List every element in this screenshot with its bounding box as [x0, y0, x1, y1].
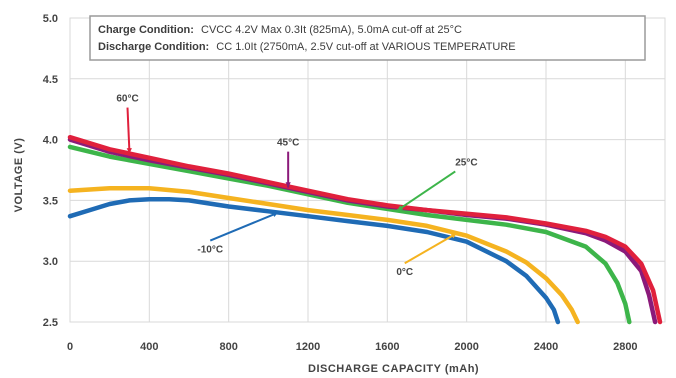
series-label: 0°C: [396, 267, 413, 278]
series-leader-line: [404, 232, 458, 265]
series-label: 25°C: [455, 157, 477, 168]
y-tick-label: 3.5: [43, 195, 58, 207]
x-tick-label: 1200: [296, 341, 320, 353]
svg-text:Charge Condition: CVCC: Charge Condition: CVCC 4.2V Max 0.3It (8…: [98, 24, 462, 36]
svg-text:Discharge Condition: C: Discharge Condition: CC 1.0It (2750mA, 2…: [98, 41, 516, 53]
x-tick-label: 2000: [454, 341, 478, 353]
charge-condition-text: CVCC 4.2V Max 0.3It (825mA), 5.0mA cut-o…: [201, 24, 462, 36]
y-axis-title: VOLTAGE (V): [13, 138, 25, 213]
y-tick-label: 3.0: [43, 256, 58, 268]
x-axis-title: DISCHARGE CAPACITY (mAh): [308, 363, 479, 375]
x-tick-label: 800: [219, 341, 237, 353]
series-leader-line: [126, 107, 131, 154]
condition-note-box: Charge Condition: CVCC 4.2V Max 0.3It (8…: [89, 15, 646, 61]
series-leader-arrow: [285, 182, 291, 188]
series-label: 60°C: [116, 94, 138, 105]
series-label: -10°C: [197, 245, 223, 256]
x-tick-label: 2800: [613, 341, 637, 353]
y-tick-label: 4.0: [43, 135, 58, 147]
series-line: [67, 134, 663, 325]
series-line: [67, 144, 632, 325]
series-label: 45°C: [277, 138, 299, 149]
label-layer: 60°C 45°C 25°C -10°C 0°C: [116, 94, 477, 279]
tick-layer: 0 400 800 1200 1600 2000 2400 2800 2.5 3.0 3.5 4.0 4…: [43, 13, 638, 353]
series-line: [67, 196, 561, 325]
discharge-condition-label: Discharge Condition:: [98, 41, 209, 53]
y-tick-label: 2.5: [43, 317, 58, 329]
y-tick-label: 4.5: [43, 74, 58, 86]
series-leader-arrow: [450, 233, 457, 239]
x-tick-label: 1600: [375, 341, 399, 353]
series-leader-arrow: [397, 205, 404, 211]
charge-condition-label: Charge Condition:: [98, 24, 194, 36]
x-tick-label: 0: [67, 341, 73, 353]
x-tick-label: 2400: [534, 341, 558, 353]
discharge-condition-text: CC 1.0It (2750mA, 2.5V cut-off at VARIOU…: [216, 41, 515, 53]
series-leader-line: [396, 170, 456, 212]
series-leader-line: [209, 211, 279, 242]
x-tick-label: 400: [140, 341, 158, 353]
series-leader-arrow: [272, 212, 279, 218]
series-leader-arrow: [126, 148, 132, 154]
y-tick-label: 5.0: [43, 13, 58, 25]
series-line: [67, 185, 580, 325]
series-layer: [67, 134, 663, 325]
